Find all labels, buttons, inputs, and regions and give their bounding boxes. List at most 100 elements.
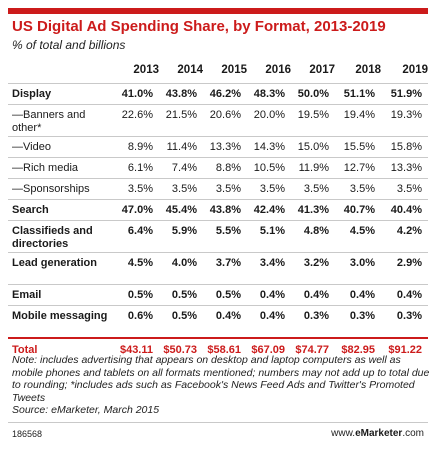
brand-logo: www.eMarketer.com: [331, 428, 424, 439]
total-label: Total: [8, 336, 116, 359]
cell-value: 51.9%: [381, 83, 428, 105]
cell-value: 0.5%: [116, 284, 159, 306]
cell-value: 13.3%: [381, 157, 428, 179]
total-value: $91.22: [381, 336, 428, 359]
cell-value: 3.5%: [381, 178, 428, 200]
cell-value: 43.8%: [203, 199, 247, 221]
row-label: —Video: [8, 136, 116, 158]
cell-value: 21.5%: [159, 104, 203, 137]
cell-value: 22.6%: [116, 104, 159, 137]
table-row: Lead generation 4.5% 4.0% 3.7% 3.4% 3.2% 3.0% 2…: [8, 252, 428, 285]
cell-value: 48.3%: [247, 83, 291, 105]
note-text: Note: includes advertising that appears …: [12, 354, 430, 404]
cell-value: 0.6%: [116, 305, 159, 338]
column-header-2014: 2014: [177, 64, 203, 76]
chart-id: 186568: [12, 429, 43, 439]
row-label: Mobile messaging: [8, 305, 116, 338]
table-row: Display 41.0% 43.8% 46.2% 48.3% 50.0% 51.1% 51.…: [8, 83, 428, 105]
column-header-2015: 2015: [221, 64, 247, 76]
cell-value: 42.4%: [247, 199, 291, 221]
table-row: Classifieds and directories 6.4% 5.9% 5.5% 5…: [8, 220, 428, 253]
row-label: Display: [8, 83, 116, 105]
cell-value: 5.5%: [203, 220, 247, 253]
cell-value: 13.3%: [203, 136, 247, 158]
total-value: $74.77: [291, 336, 335, 359]
cell-value: 3.5%: [335, 178, 381, 200]
cell-value: 45.4%: [159, 199, 203, 221]
cell-value: 15.5%: [335, 136, 381, 158]
cell-value: 5.1%: [247, 220, 291, 253]
cell-value: 3.0%: [335, 252, 381, 285]
row-label: —Rich media: [8, 157, 116, 179]
cell-value: 46.2%: [203, 83, 247, 105]
cell-value: 11.4%: [159, 136, 203, 158]
row-label: —Banners and other*: [8, 104, 116, 137]
row-label: Classifieds and directories: [8, 220, 116, 253]
table-row: —Sponsorships 3.5% 3.5% 3.5% 3.5% 3.5% 3.5% 3.5…: [8, 178, 428, 200]
cell-value: 40.7%: [335, 199, 381, 221]
row-label: —Sponsorships: [8, 178, 116, 200]
cell-value: 3.5%: [203, 178, 247, 200]
accent-bar: [8, 8, 428, 14]
cell-value: 0.3%: [335, 305, 381, 338]
total-value: $67.09: [247, 336, 291, 359]
cell-value: 12.7%: [335, 157, 381, 179]
cell-value: 4.8%: [291, 220, 335, 253]
cell-value: 41.0%: [116, 83, 159, 105]
row-label: Search: [8, 199, 116, 221]
cell-value: 3.4%: [247, 252, 291, 285]
total-value: $50.73: [159, 336, 203, 359]
cell-value: 15.0%: [291, 136, 335, 158]
table-row: —Rich media 6.1% 7.4% 8.8% 10.5% 11.9% 12.7% 13…: [8, 157, 428, 179]
footer: 186568 www.eMarketer.com: [8, 422, 428, 441]
source-text: Source: eMarketer, March 2015: [12, 404, 160, 416]
cell-value: 0.3%: [381, 305, 428, 338]
cell-value: 43.8%: [159, 83, 203, 105]
cell-value: 19.5%: [291, 104, 335, 137]
cell-value: 3.5%: [291, 178, 335, 200]
data-table: 2013 2014 2015 2016 2017 2018 2019 Display 41.0…: [8, 57, 428, 359]
table-row: —Banners and other* 22.6% 21.5% 20.6% 20.0% 1…: [8, 104, 428, 137]
cell-value: 8.9%: [116, 136, 159, 158]
cell-value: 47.0%: [116, 199, 159, 221]
cell-value: 0.5%: [203, 284, 247, 306]
cell-value: 5.9%: [159, 220, 203, 253]
table-row: Search 47.0% 45.4% 43.8% 42.4% 41.3% 40.7% 40.4…: [8, 199, 428, 221]
cell-value: 7.4%: [159, 157, 203, 179]
total-value: $58.61: [203, 336, 247, 359]
table-row: Email 0.5% 0.5% 0.5% 0.4% 0.4% 0.4% 0.4%: [8, 284, 428, 306]
cell-value: 4.5%: [335, 220, 381, 253]
cell-value: 3.5%: [116, 178, 159, 200]
cell-value: 6.1%: [116, 157, 159, 179]
cell-value: 40.4%: [381, 199, 428, 221]
cell-value: 0.4%: [291, 284, 335, 306]
total-value: $82.95: [335, 336, 381, 359]
row-label: Lead generation: [8, 252, 116, 285]
cell-value: 15.8%: [381, 136, 428, 158]
cell-value: 50.0%: [291, 83, 335, 105]
cell-value: 0.4%: [247, 305, 291, 338]
cell-value: 6.4%: [116, 220, 159, 253]
cell-value: 8.8%: [203, 157, 247, 179]
cell-value: 10.5%: [247, 157, 291, 179]
column-header-2017: 2017: [309, 64, 335, 76]
cell-value: 0.4%: [381, 284, 428, 306]
cell-value: 3.7%: [203, 252, 247, 285]
cell-value: 4.0%: [159, 252, 203, 285]
brand-suffix: .com: [402, 428, 424, 439]
cell-value: 4.2%: [381, 220, 428, 253]
cell-value: 2.9%: [381, 252, 428, 285]
column-header-2018: 2018: [355, 64, 381, 76]
header-row: 2013 2014 2015 2016 2017 2018 2019: [8, 57, 428, 84]
cell-value: 0.4%: [335, 284, 381, 306]
chart-note: Note: includes advertising that appears …: [12, 354, 430, 417]
cell-value: 51.1%: [335, 83, 381, 105]
cell-value: 20.0%: [247, 104, 291, 137]
cell-value: 3.5%: [247, 178, 291, 200]
column-header-2016: 2016: [265, 64, 291, 76]
cell-value: 0.4%: [247, 284, 291, 306]
cell-value: 41.3%: [291, 199, 335, 221]
cell-value: 14.3%: [247, 136, 291, 158]
table-row: Mobile messaging 0.6% 0.5% 0.4% 0.4% 0.3% 0.3%…: [8, 305, 428, 338]
cell-value: 0.4%: [203, 305, 247, 338]
